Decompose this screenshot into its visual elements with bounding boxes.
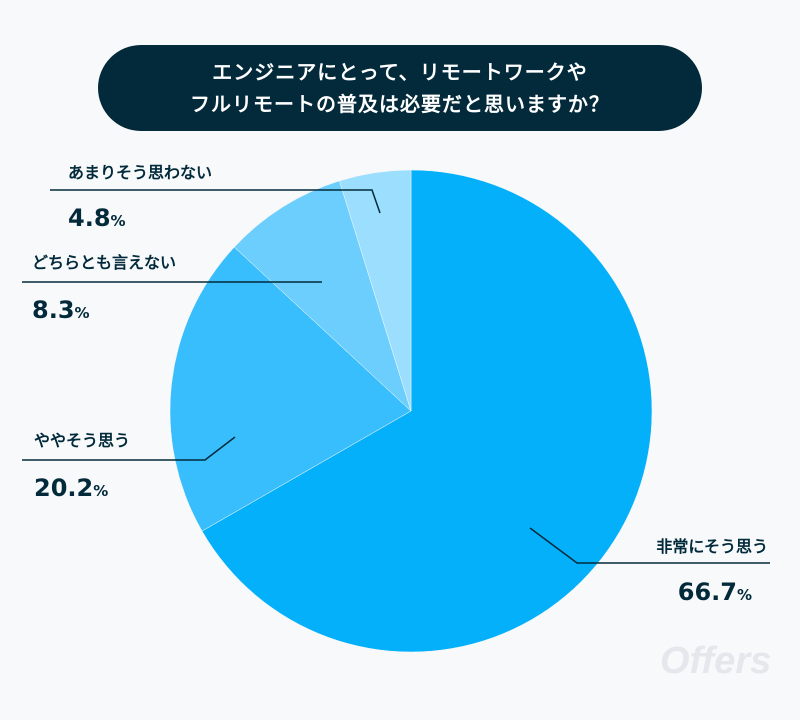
slice-value-0: 66.7% [678, 578, 752, 606]
slice-label-3: あまりそう思わない [68, 163, 212, 182]
leader-line-0 [529, 527, 770, 564]
slice-value-3: 4.8% [68, 204, 126, 232]
pie-slice-3 [339, 169, 412, 412]
slice-label-1: ややそう思う [34, 431, 130, 450]
slice-label-0: 非常にそう思う [656, 537, 768, 556]
slice-label-2: どちらとも言えない [32, 253, 176, 272]
leader-line-3 [50, 189, 381, 214]
title-line-2: フルリモートの普及は必要だと思いますか？ [190, 92, 610, 116]
slice-value-2: 8.3% [32, 296, 90, 324]
offers-logo: Offers [660, 640, 772, 682]
chart-title: エンジニアにとって、リモートワークや フルリモートの普及は必要だと思いますか？ [98, 45, 702, 131]
title-line-1: エンジニアにとって、リモートワークや [212, 60, 588, 84]
pie-slice-0 [201, 169, 653, 653]
slice-value-1: 20.2% [34, 474, 108, 502]
pie-slice-1 [169, 246, 412, 532]
pie-slice-2 [233, 180, 412, 412]
leader-line-1 [22, 436, 236, 461]
